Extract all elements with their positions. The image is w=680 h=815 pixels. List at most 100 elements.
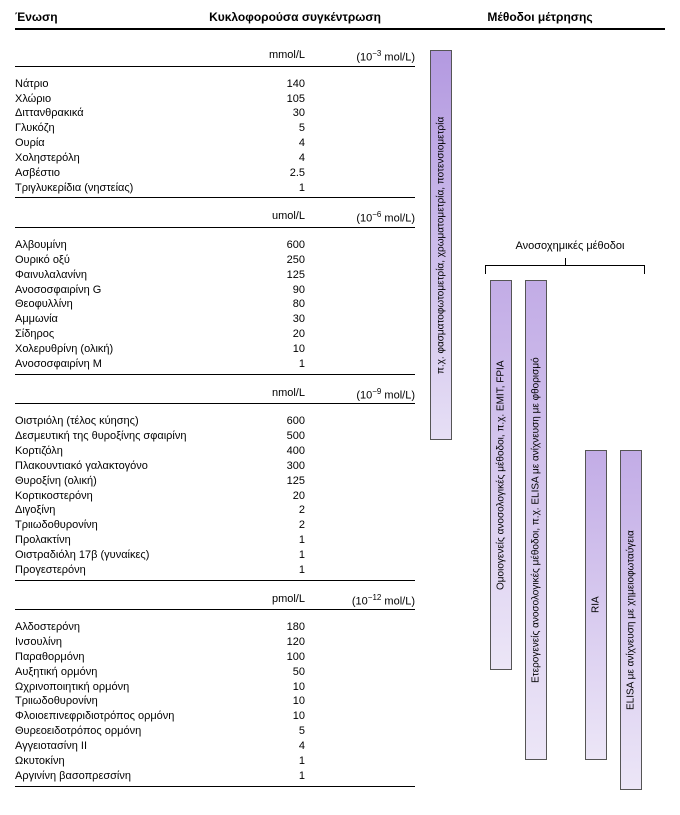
compound-value: 90	[245, 283, 305, 298]
compound-value: 30	[245, 106, 305, 121]
compound-value: 10	[245, 709, 305, 724]
compound-value: 10	[245, 680, 305, 695]
table-row: Αγγειοτασίνη II4	[15, 739, 415, 754]
compound-name: Τριιωδοθυρονίνη	[15, 518, 245, 533]
compound-name: Οιστριόλη (τέλος κύησης)	[15, 414, 245, 429]
method-bar-label: RIA	[591, 597, 602, 614]
compound-name: Σίδηρος	[15, 327, 245, 342]
compound-value: 125	[245, 268, 305, 283]
table-row: Διττανθρακικά30	[15, 106, 415, 121]
method-bar-label: π.χ. φασματοφωτομετρία, χρωματομετρία, π…	[436, 116, 447, 373]
unit-label: umol/L	[245, 210, 305, 225]
brace	[485, 265, 645, 275]
compound-value: 125	[245, 474, 305, 489]
table-row: Παραθορμόνη100	[15, 650, 415, 665]
unit-label: mmol/L	[245, 49, 305, 64]
compound-name: Ανοσοσφαιρίνη G	[15, 283, 245, 298]
table-row: Χολερυθρίνη (ολική)10	[15, 342, 415, 357]
compound-name: Τριγλυκερίδια (νηστείας)	[15, 181, 245, 196]
compound-value: 500	[245, 429, 305, 444]
compound-value: 1	[245, 357, 305, 372]
brace-label: Ανοσοχημικές μέθοδοι	[490, 240, 650, 252]
compound-name: Αμμωνία	[15, 312, 245, 327]
compound-value: 180	[245, 620, 305, 635]
compound-name: Θεοφυλλίνη	[15, 297, 245, 312]
unit-sci: (10−9 mol/L)	[305, 387, 415, 402]
table-row: Αργινίνη βασοπρεσσίνη1	[15, 769, 415, 787]
table-header: Ένωση Κυκλοφορούσα συγκέντρωση Μέθοδοι μ…	[15, 10, 665, 30]
compound-value: 120	[245, 635, 305, 650]
compound-name: Αυξητική ορμόνη	[15, 665, 245, 680]
compound-name: Χολερυθρίνη (ολική)	[15, 342, 245, 357]
table-row: Φαινυλαλανίνη125	[15, 268, 415, 283]
unit-sci: (10−3 mol/L)	[305, 49, 415, 64]
header-concentration: Κυκλοφορούσα συγκέντρωση	[175, 10, 415, 24]
table-row: Ουρικό οξύ250	[15, 253, 415, 268]
compound-value: 400	[245, 444, 305, 459]
compound-name: Δεσμευτική της θυροξίνης σφαιρίνη	[15, 429, 245, 444]
compound-name: Χλώριο	[15, 92, 245, 107]
table-row: Πλακουντιακό γαλακτογόνο300	[15, 459, 415, 474]
compound-name: Νάτριο	[15, 77, 245, 92]
table-row: Κορτιζόλη400	[15, 444, 415, 459]
compound-name: Ασβέστιο	[15, 166, 245, 181]
table-row: Ωκυτοκίνη1	[15, 754, 415, 769]
compound-name: Τριιωδοθυρονίνη	[15, 694, 245, 709]
table-row: Χοληστερόλη4	[15, 151, 415, 166]
compound-name: Ωχρινοποιητική ορμόνη	[15, 680, 245, 695]
compound-value: 1	[245, 181, 305, 196]
method-bar-label: Ετερογενείς ανοσολογικές μέθοδοι, π.χ. E…	[531, 357, 542, 683]
unit-header: pmol/L(10−12 mol/L)	[15, 589, 415, 611]
compound-name: Ωκυτοκίνη	[15, 754, 245, 769]
compound-value: 10	[245, 342, 305, 357]
unit-label: nmol/L	[245, 387, 305, 402]
compound-value: 5	[245, 121, 305, 136]
compound-value: 5	[245, 724, 305, 739]
table-row: Ουρία4	[15, 136, 415, 151]
compound-value: 100	[245, 650, 305, 665]
compound-value: 4	[245, 151, 305, 166]
compound-value: 1	[245, 769, 305, 784]
table-row: Προλακτίνη1	[15, 533, 415, 548]
compound-value: 1	[245, 563, 305, 578]
table-row: Σίδηρος20	[15, 327, 415, 342]
unit-header: mmol/L(10−3 mol/L)	[15, 45, 415, 67]
compound-value: 80	[245, 297, 305, 312]
table-row: Αλδοστερόνη180	[15, 620, 415, 635]
table-row: Φλοιοεπινεφριδιοτρόπος ορμόνη10	[15, 709, 415, 724]
method-bar-homog: Ομοιογενείς ανοσολογικές μέθοδοι, π.χ. E…	[490, 280, 512, 670]
method-bar-label: Ομοιογενείς ανοσολογικές μέθοδοι, π.χ. E…	[496, 360, 507, 590]
compound-value: 4	[245, 136, 305, 151]
table-row: Κορτικοστερόνη20	[15, 489, 415, 504]
compound-name: Ουρικό οξύ	[15, 253, 245, 268]
compound-name: Κορτιζόλη	[15, 444, 245, 459]
table-row: Θεοφυλλίνη80	[15, 297, 415, 312]
table-row: Προγεστερόνη1	[15, 563, 415, 581]
table-row: Τριιωδοθυρονίνη2	[15, 518, 415, 533]
compound-name: Αργινίνη βασοπρεσσίνη	[15, 769, 245, 784]
compound-name: Αλβουμίνη	[15, 238, 245, 253]
table-row: Οιστριόλη (τέλος κύησης)600	[15, 414, 415, 429]
method-bar-label: ELISA με ανίχνευση με χημειοφωταύγεια	[626, 530, 637, 710]
method-bar-ria: RIA	[585, 450, 607, 760]
table-row: Αλβουμίνη600	[15, 238, 415, 253]
table-row: Διγοξίνη2	[15, 503, 415, 518]
table-row: Θυρεοειδοτρόπος ορμόνη5	[15, 724, 415, 739]
table-row: Χλώριο105	[15, 92, 415, 107]
compound-value: 1	[245, 548, 305, 563]
unit-header: umol/L(10−6 mol/L)	[15, 206, 415, 228]
compound-value: 140	[245, 77, 305, 92]
compound-name: Ανοσοσφαιρίνη M	[15, 357, 245, 372]
compound-name: Φαινυλαλανίνη	[15, 268, 245, 283]
method-bar-spectro: π.χ. φασματοφωτομετρία, χρωματομετρία, π…	[430, 50, 452, 440]
compound-name: Φλοιοεπινεφριδιοτρόπος ορμόνη	[15, 709, 245, 724]
compound-value: 2.5	[245, 166, 305, 181]
compound-name: Παραθορμόνη	[15, 650, 245, 665]
compound-value: 50	[245, 665, 305, 680]
compound-value: 20	[245, 489, 305, 504]
table-row: Ινσουλίνη120	[15, 635, 415, 650]
table-row: Θυροξίνη (ολική)125	[15, 474, 415, 489]
compound-value: 2	[245, 518, 305, 533]
compound-value: 30	[245, 312, 305, 327]
methods-panel: Ανοσοχημικές μέθοδοι π.χ. φασματοφωτομετ…	[430, 50, 665, 800]
